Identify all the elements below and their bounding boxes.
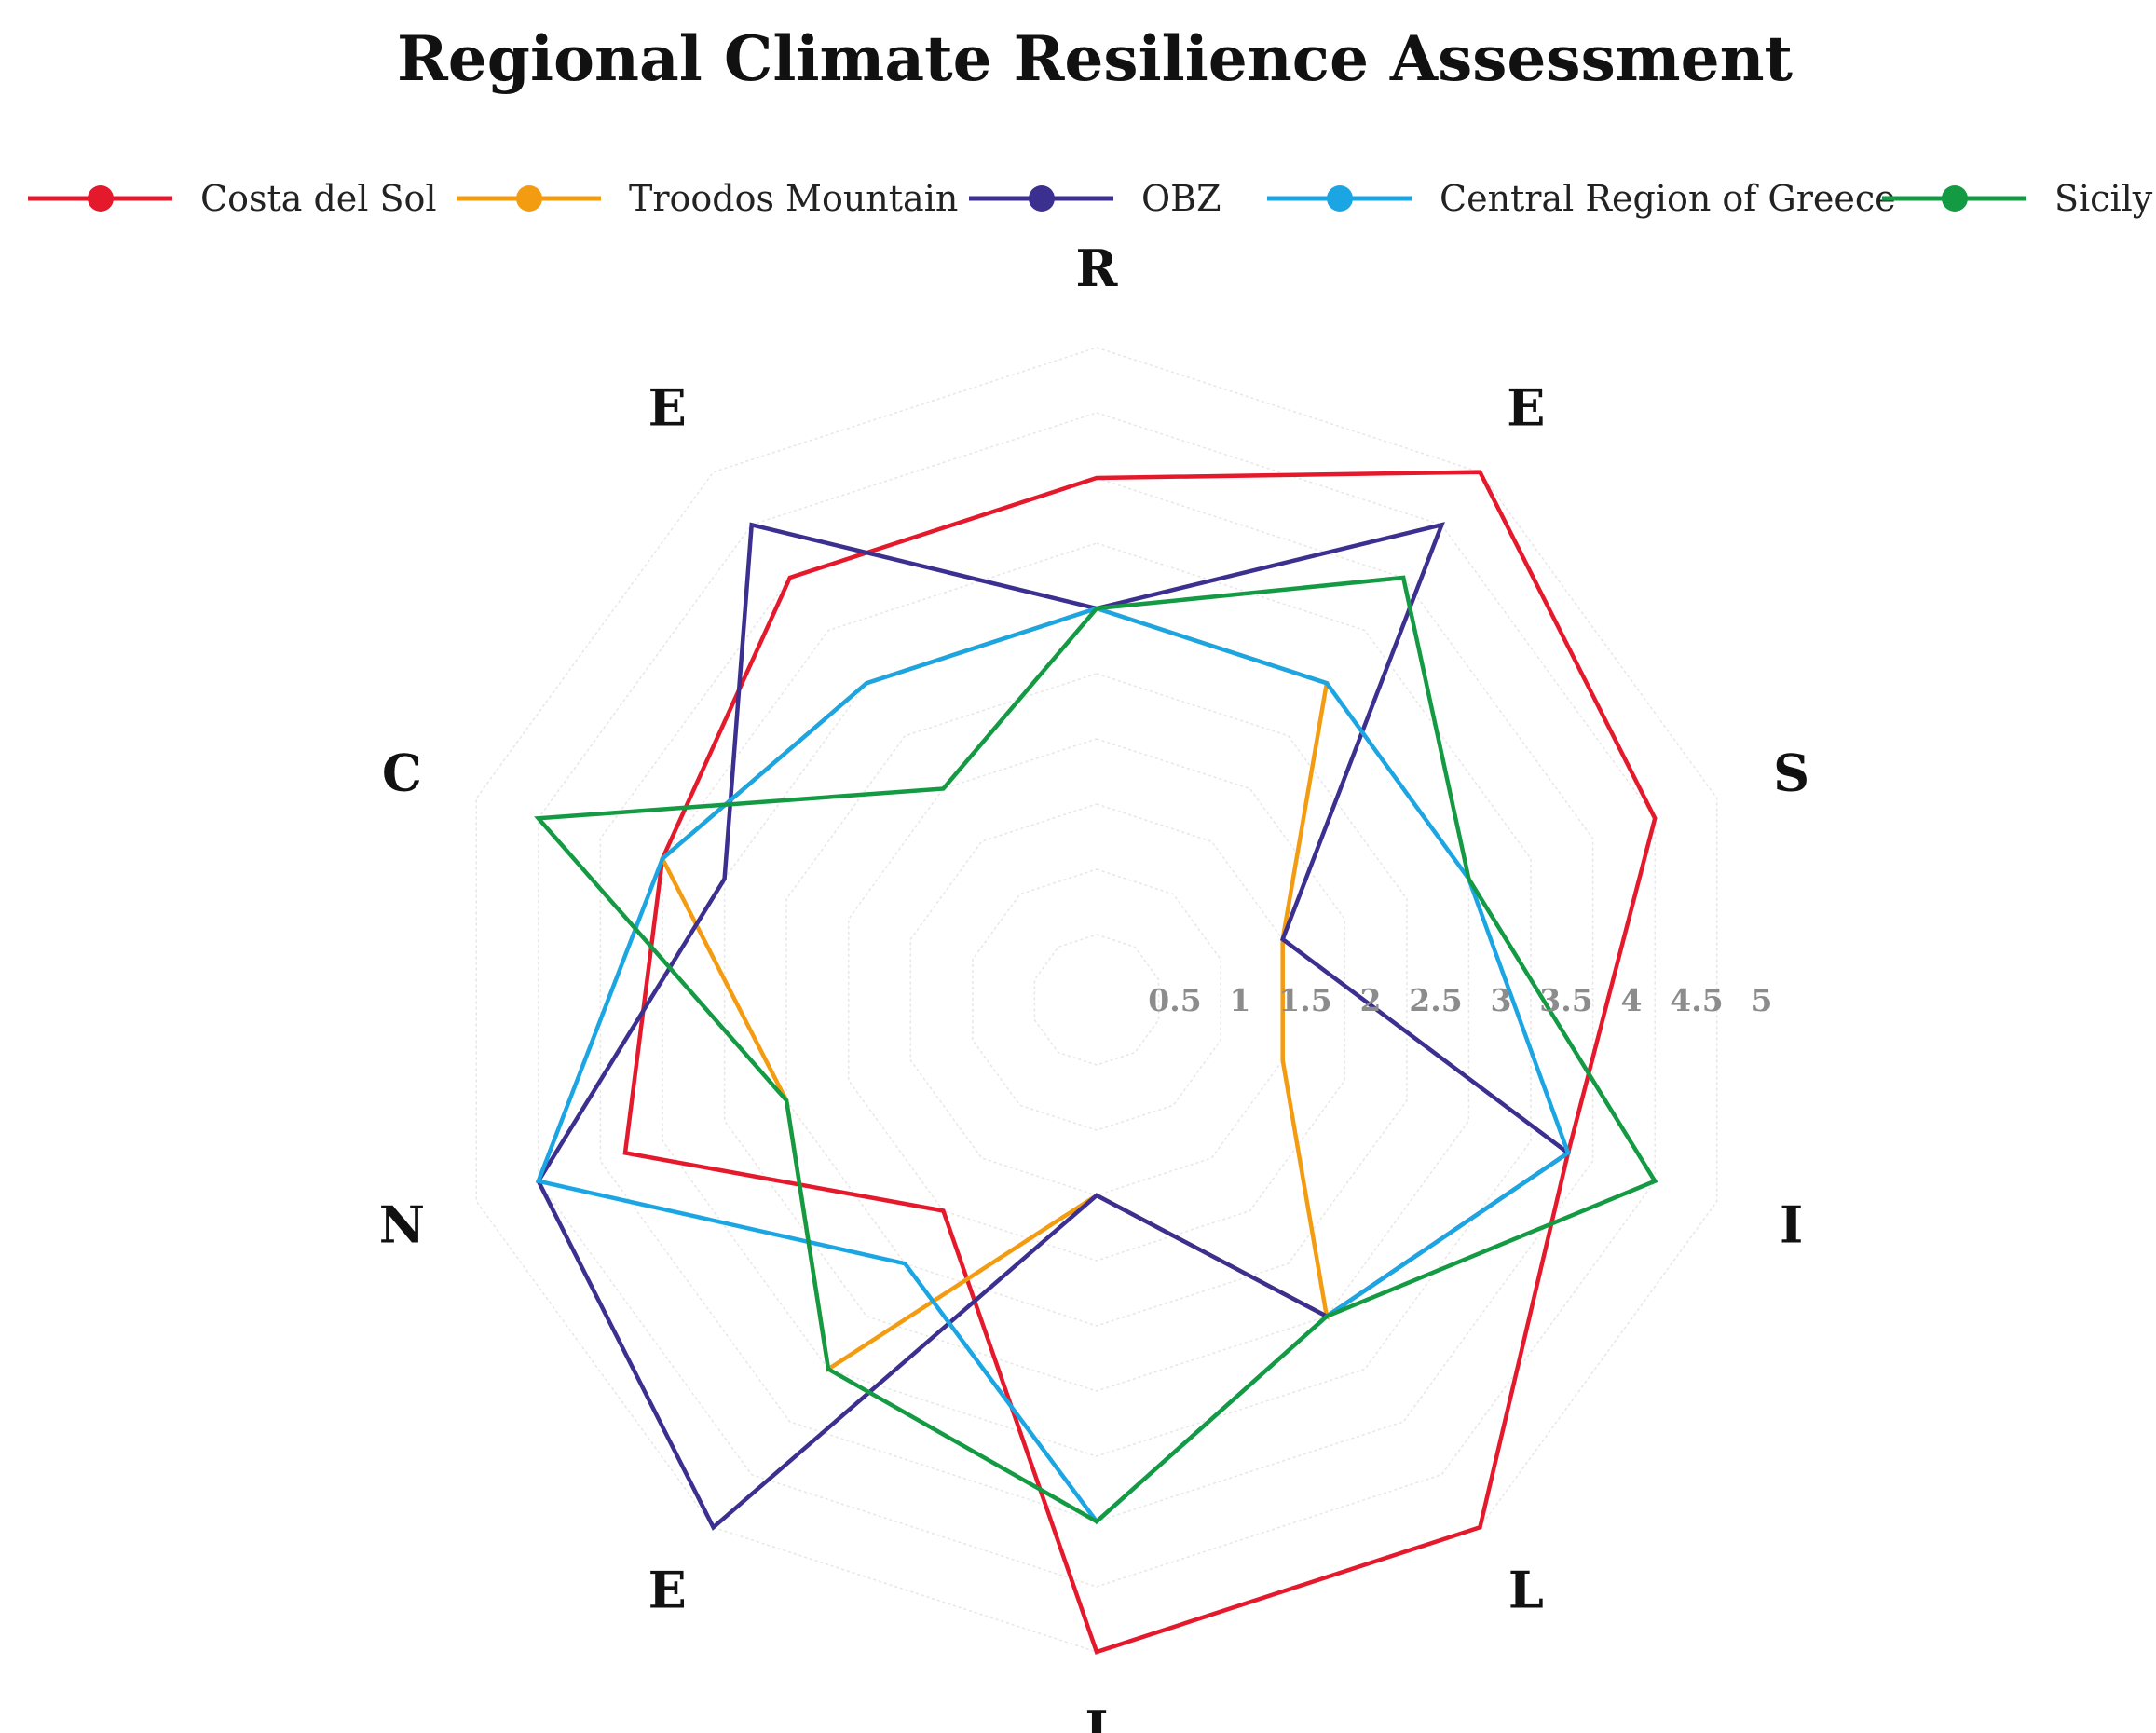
- grid-ring: [1033, 934, 1160, 1066]
- series-line: [536, 522, 1572, 1531]
- axis-label: S: [1773, 744, 1809, 803]
- axis-label: E: [648, 1560, 687, 1619]
- legend-marker: [88, 185, 114, 212]
- axis-label: E: [1507, 378, 1545, 438]
- legend-marker: [1942, 185, 1968, 212]
- grid-ring: [847, 738, 1346, 1262]
- axis-label: N: [379, 1194, 425, 1254]
- legend-marker: [516, 185, 542, 212]
- grid-ring: [538, 412, 1656, 1588]
- grid-ring: [909, 803, 1284, 1196]
- axis-label: C: [382, 744, 422, 803]
- legend-item: OBZ: [969, 178, 1221, 219]
- legend-item: Troodos Mountain: [457, 178, 958, 219]
- axis-label: I: [1780, 1194, 1803, 1254]
- tick-label: 3: [1491, 982, 1512, 1018]
- tick-label: 2: [1360, 982, 1382, 1018]
- radar-grid: [475, 347, 1718, 1653]
- legend-label: Sicily: [2054, 178, 2153, 219]
- chart-title: Regional Climate Resilience Assessment: [397, 22, 1794, 95]
- axis-labels: R E S I L I E N C E: [379, 239, 1809, 1733]
- radial-tick-labels: 0.5 1 1.5 2 2.5 3 3.5 4 4.5 5: [1148, 982, 1772, 1018]
- legend-label: Troodos Mountain: [629, 178, 958, 219]
- grid-ring: [662, 542, 1532, 1457]
- grid-ring: [972, 868, 1221, 1131]
- grid-ring: [785, 673, 1408, 1327]
- legend-item: Costa del Sol: [28, 178, 437, 219]
- tick-label: 1.5: [1278, 982, 1331, 1018]
- axis-label: I: [1085, 1699, 1108, 1733]
- legend: Costa del Sol Troodos Mountain OBZ Central …: [28, 178, 2153, 219]
- series-layer: [534, 470, 1658, 1655]
- series-line: [535, 606, 1571, 1525]
- tick-label: 0.5: [1148, 982, 1201, 1018]
- legend-label: Costa del Sol: [200, 178, 437, 219]
- tick-label: 2.5: [1409, 982, 1462, 1018]
- tick-label: 3.5: [1539, 982, 1592, 1018]
- tick-label: 1: [1230, 982, 1251, 1018]
- legend-item: Sicily: [1882, 178, 2153, 219]
- legend-label: OBZ: [1141, 178, 1221, 219]
- tick-label: 4: [1621, 982, 1643, 1018]
- axis-label: L: [1508, 1560, 1544, 1619]
- legend-marker: [1327, 185, 1353, 212]
- tick-label: 5: [1752, 982, 1773, 1018]
- tick-label: 4.5: [1670, 982, 1723, 1018]
- grid-ring: [475, 347, 1718, 1653]
- legend-marker: [1029, 185, 1055, 212]
- series-line: [622, 470, 1658, 1655]
- legend-item: Central Region of Greece: [1267, 178, 1896, 219]
- axis-label: R: [1076, 239, 1119, 298]
- axis-label: E: [648, 378, 687, 438]
- series-line: [660, 606, 1330, 1373]
- series-line: [534, 575, 1658, 1524]
- legend-label: Central Region of Greece: [1440, 178, 1896, 219]
